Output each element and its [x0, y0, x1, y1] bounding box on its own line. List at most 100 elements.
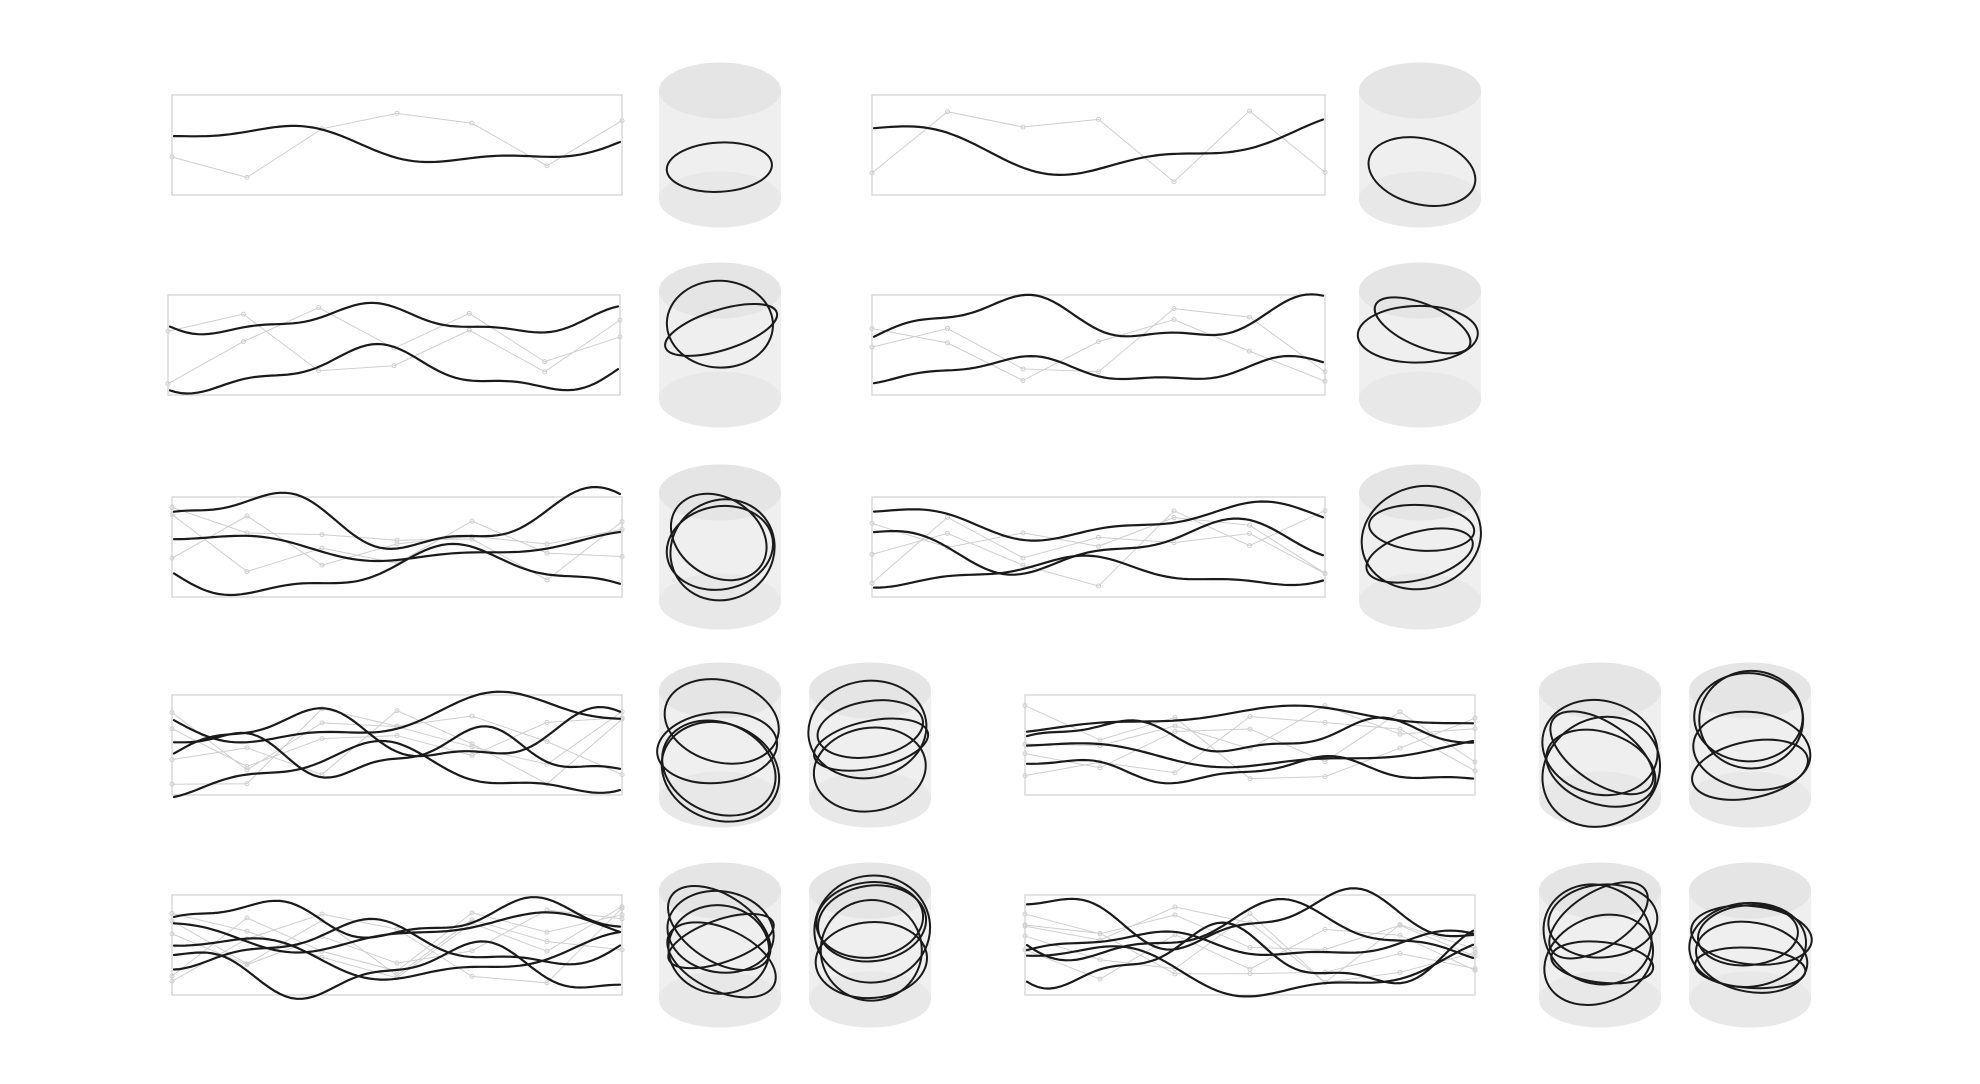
control-point [244, 915, 250, 921]
strand-curve [1025, 887, 1475, 951]
strand-curve [172, 725, 622, 779]
strand-curve [168, 301, 620, 336]
cylinder-top-cap [1689, 862, 1811, 919]
control-point [1172, 723, 1178, 729]
control-point [1472, 715, 1478, 721]
braid-loop [667, 904, 771, 995]
control-point [1172, 770, 1178, 776]
control-point [1172, 912, 1178, 918]
control-point [165, 328, 171, 334]
strip-frame [1024, 694, 1476, 796]
control-point [319, 532, 325, 538]
braid-loop [1541, 698, 1659, 797]
cylinder-top-cap [809, 862, 931, 919]
strand-curve [172, 917, 622, 971]
strand-curve [872, 554, 1325, 589]
control-polygon [1024, 928, 1476, 980]
control-point [869, 170, 875, 176]
control-point [469, 744, 475, 750]
row-5 [169, 862, 1813, 1028]
control-point [244, 781, 250, 787]
control-point [169, 918, 175, 924]
control-point [1322, 926, 1328, 932]
strand-curve [1025, 929, 1475, 956]
strand-curve [168, 342, 620, 395]
braid-loop [817, 884, 928, 963]
control-point [1397, 922, 1403, 928]
example-5b [1022, 862, 1813, 1028]
cylinder-bottom-cap [809, 971, 931, 1028]
control-point [617, 317, 623, 323]
row-4 [169, 662, 1812, 828]
control-polygon [871, 110, 1326, 183]
control-point [469, 910, 475, 916]
braid-loop [819, 899, 923, 1002]
control-point [1472, 726, 1478, 732]
control-point [1247, 726, 1253, 732]
example-1a [169, 62, 781, 228]
control-point [1020, 377, 1026, 383]
strand-curve [172, 530, 622, 563]
braid-loop [814, 920, 928, 1000]
control-point [1020, 124, 1026, 130]
control-point [244, 928, 250, 934]
control-point [869, 580, 875, 586]
control-point [1322, 508, 1328, 514]
control-polygon [171, 708, 623, 785]
cylinder-bottom-cap [659, 371, 781, 428]
cylinder-bottom-cap [659, 971, 781, 1028]
control-point [169, 781, 175, 787]
control-point [469, 752, 475, 758]
strand-curve [172, 931, 622, 981]
braid-loop [665, 504, 775, 591]
example-3b [869, 464, 1482, 630]
control-point [244, 767, 250, 773]
example-5a [169, 862, 932, 1028]
cylinder-bottom-cap [1359, 573, 1481, 630]
control-point [619, 554, 625, 560]
cylinder-top-cap [1689, 662, 1811, 719]
control-polygon [871, 510, 1326, 587]
braid-loop [1360, 484, 1482, 591]
strip-frame [171, 496, 623, 598]
braid-loop [1690, 904, 1813, 966]
strand-curve [1025, 716, 1475, 753]
braid-loop [666, 889, 775, 974]
control-point [619, 904, 625, 910]
control-polygon [871, 517, 1326, 574]
control-point [319, 911, 325, 917]
control-point [1472, 966, 1478, 972]
control-point [1247, 531, 1252, 537]
example-3a [169, 464, 781, 630]
row-3 [169, 464, 1482, 630]
control-point [391, 363, 397, 369]
control-point [316, 368, 322, 374]
braid-loop [807, 679, 928, 780]
control-point [1397, 726, 1403, 732]
control-point [1247, 714, 1253, 720]
control-point [169, 555, 175, 561]
control-point [1397, 969, 1403, 975]
control-point [244, 763, 250, 769]
control-point [544, 948, 550, 954]
strand-curve [172, 690, 622, 744]
control-point [1022, 741, 1028, 747]
braid-loop [812, 717, 930, 772]
control-point [544, 550, 550, 556]
control-point [869, 326, 875, 332]
braid-loop [665, 141, 773, 193]
cylinder-bottom-cap [1359, 371, 1481, 428]
control-point [1022, 933, 1028, 939]
control-point [1171, 306, 1177, 312]
braid-loop [1356, 304, 1479, 364]
control-polygon [1024, 705, 1476, 780]
control-point [1247, 971, 1253, 977]
braid-loop [1695, 920, 1809, 994]
control-point [1172, 728, 1178, 734]
control-point [169, 511, 175, 517]
braid-loop [664, 303, 779, 357]
control-point [619, 118, 625, 124]
control-point [1472, 953, 1478, 959]
braid-loop [1549, 710, 1655, 796]
control-point [869, 520, 875, 526]
